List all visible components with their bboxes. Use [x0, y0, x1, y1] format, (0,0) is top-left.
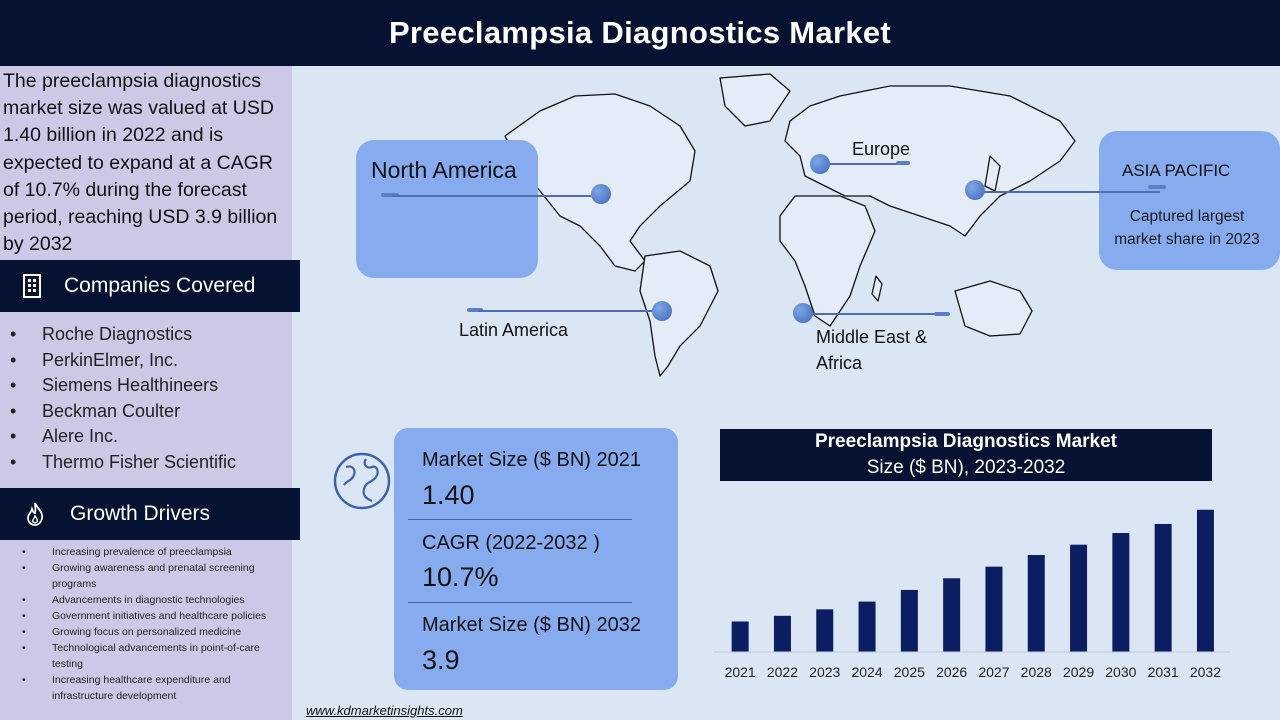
connector-line	[392, 195, 600, 197]
world-map	[504, 73, 1076, 377]
cagr-label: CAGR (2022-2032 )	[422, 532, 600, 554]
companies-list: Roche Diagnostics PerkinElmer, Inc. Siem…	[10, 322, 290, 476]
list-item: Increasing prevalence of preeclampsia	[22, 544, 284, 560]
north-america-shape	[504, 93, 696, 272]
asia-pacific-pin	[965, 180, 985, 200]
market-size-2021-value: 1.40	[422, 480, 475, 510]
bar-2027	[985, 566, 1003, 652]
x-tick-label: 2022	[767, 664, 798, 680]
flame-icon	[0, 501, 70, 527]
drivers-list: Increasing prevalence of preeclampsia Gr…	[22, 544, 284, 704]
list-item: Technological advancements in point-of-c…	[22, 640, 284, 672]
bar-2022	[773, 615, 791, 652]
bar-2025	[900, 589, 918, 652]
cagr-value: 10.7%	[422, 562, 499, 592]
list-item: Siemens Healthineers	[10, 373, 290, 399]
list-item: Beckman Coulter	[10, 399, 290, 425]
connector-end	[934, 312, 950, 316]
chart-title-box: Preeclampsia Diagnostics Market Size ($ …	[720, 429, 1212, 481]
connector-end	[381, 193, 399, 197]
x-tick-label: 2028	[1021, 664, 1052, 680]
list-item: Increasing healthcare expenditure and in…	[22, 672, 284, 704]
bar-2024	[858, 601, 876, 652]
australia-shape	[954, 280, 1033, 337]
market-size-2032-value: 3.9	[422, 645, 460, 675]
market-size-2032-label: Market Size ($ BN) 2032	[422, 614, 641, 636]
x-tick-label: 2027	[978, 664, 1009, 680]
asia-pacific-note: Captured largest market share in 2023	[1114, 208, 1260, 248]
connector-line	[820, 163, 902, 165]
connector-end	[896, 161, 910, 165]
companies-title: Companies Covered	[64, 274, 256, 297]
europe-pin	[810, 154, 830, 174]
x-tick-label: 2030	[1105, 664, 1136, 680]
drivers-header: Growth Drivers	[0, 488, 300, 540]
intro-text: The preeclampsia diagnostics market size…	[3, 70, 278, 256]
list-item: Growing awareness and prenatal screening…	[22, 560, 284, 592]
divider	[408, 602, 632, 603]
list-item: Growing focus on personalized medicine	[22, 624, 284, 640]
north-america-pin	[591, 184, 611, 204]
bar-2031	[1154, 523, 1172, 652]
madagascar-shape	[871, 275, 883, 302]
list-item: Alere Inc.	[10, 424, 290, 450]
connector-line	[803, 313, 943, 315]
building-icon	[0, 273, 64, 299]
market-size-2021-label: Market Size ($ BN) 2021	[422, 449, 641, 471]
list-item: Thermo Fisher Scientific	[10, 450, 290, 476]
x-tick-label: 2025	[894, 664, 925, 680]
bar-2026	[943, 578, 961, 652]
globe-icon	[333, 452, 391, 510]
north-america-box	[356, 140, 538, 278]
connector-end	[467, 308, 483, 312]
eurasia-shape	[784, 85, 1076, 237]
chart-subtitle: Size ($ BN), 2023-2032	[866, 457, 1066, 478]
list-item: Roche Diagnostics	[10, 322, 290, 348]
x-tick-label: 2029	[1063, 664, 1094, 680]
list-item: PerkinElmer, Inc.	[10, 348, 290, 374]
connector-line	[478, 310, 661, 312]
connector-end	[1148, 185, 1166, 189]
drivers-title: Growth Drivers	[70, 502, 211, 525]
x-tick-label: 2031	[1148, 664, 1179, 680]
mea-label: Middle East & Africa	[816, 327, 928, 373]
x-tick-label: 2032	[1190, 664, 1221, 680]
connector-line	[975, 191, 1160, 193]
bar-chart: 2021 2022 2023 2024 2025 2026 2027 2028 2029 2030…	[714, 509, 1230, 680]
x-tick-label: 2023	[809, 664, 840, 680]
list-item: Government initiatives and healthcare po…	[22, 608, 284, 624]
latin-america-pin	[652, 301, 672, 321]
divider	[408, 519, 632, 520]
website-link[interactable]: www.kdmarketinsights.com	[306, 703, 463, 718]
x-tick-label: 2026	[936, 664, 967, 680]
list-item: Advancements in diagnostic technologies	[22, 592, 284, 608]
asia-pacific-label: ASIA PACIFIC	[1122, 161, 1231, 180]
africa-shape	[779, 195, 876, 327]
north-america-label: North America	[371, 157, 517, 183]
greenland-shape	[719, 73, 791, 127]
bar-2029	[1070, 544, 1088, 652]
x-tick-label: 2024	[851, 664, 882, 680]
stats-card: Market Size ($ BN) 2021 1.40 CAGR (2022-…	[394, 428, 678, 690]
south-america-shape	[639, 250, 719, 377]
bar-2021	[731, 621, 749, 652]
bar-2030	[1112, 533, 1130, 652]
bar-2032	[1196, 509, 1214, 652]
europe-label: Europe	[852, 139, 911, 159]
asia-pacific-box	[1099, 131, 1280, 270]
bar-2023	[816, 609, 834, 652]
mea-pin	[793, 303, 813, 323]
companies-header: Companies Covered	[0, 260, 300, 312]
chart-title: Preeclampsia Diagnostics Market	[814, 431, 1118, 452]
page-title: Preeclampsia Diagnostics Market	[0, 0, 1280, 66]
x-tick-label: 2021	[725, 664, 756, 680]
bar-2028	[1027, 555, 1045, 652]
latin-america-label: Latin America	[459, 320, 569, 340]
